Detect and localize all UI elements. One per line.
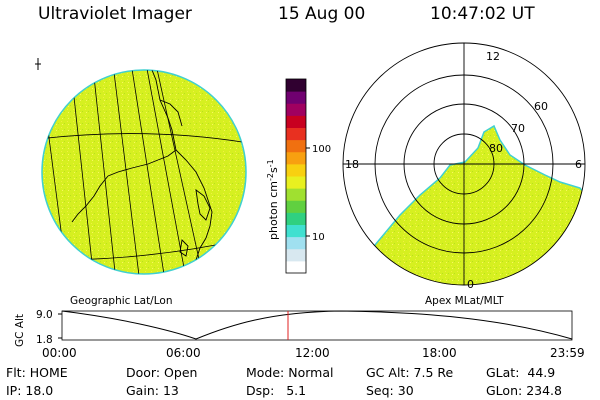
polar-lat-80: 80: [489, 142, 503, 155]
dsp-value: 5.1: [286, 383, 307, 398]
image-time: 10:47:02 UT: [430, 4, 535, 24]
polar-mlt-6: 6: [575, 158, 582, 171]
auroral-oval: [369, 124, 585, 285]
dsp-status: Dsp: 5.1: [246, 383, 306, 398]
altitude-xtick-1: 06:00: [166, 346, 201, 360]
colorbar-band: [286, 91, 306, 104]
colorbar-band: [286, 139, 306, 153]
polar-panel-label: Apex MLat/MLT: [425, 295, 504, 307]
door-value: Open: [164, 365, 198, 380]
mode-label: Mode:: [246, 365, 285, 380]
flt-label: Flt:: [6, 365, 26, 380]
colorbar-frame: [285, 78, 307, 274]
dsp-label: Dsp:: [246, 383, 275, 398]
colorbar-band: [286, 151, 306, 165]
colorbar-band: [286, 188, 306, 201]
gain-value: 13: [162, 383, 179, 398]
glon-label: GLon:: [486, 383, 523, 398]
gcalt-label: GC Alt:: [366, 365, 410, 380]
altitude-xtick-2: 12:00: [295, 346, 330, 360]
colorbar-band: [286, 224, 306, 238]
seq-value: 30: [397, 383, 414, 398]
gcalt-value: 7.5 Re: [413, 365, 454, 380]
altitude-ylabel: GC Alt: [14, 314, 26, 347]
geo-panel-label: Geographic Lat/Lon: [70, 295, 172, 307]
polar-lat-60: 60: [534, 100, 548, 113]
colorbar-band: [286, 248, 306, 262]
colorbar-band: [286, 163, 306, 177]
colorbar-band: [286, 260, 306, 274]
colorbar-band: [286, 200, 306, 213]
glat-value: 44.9: [527, 365, 556, 380]
north-marker: [35, 58, 41, 70]
altitude-plot-frame: [61, 310, 573, 341]
gain-status: Gain: 13: [126, 383, 179, 398]
geographic-image: [35, 58, 247, 275]
colorbar-unit-label: photon cm-2s-1: [266, 159, 280, 240]
colorbar-band: [286, 127, 306, 141]
glon-value: 234.8: [526, 383, 562, 398]
colorbar-band: [286, 176, 306, 189]
instrument-title: Ultraviolet Imager: [38, 4, 192, 24]
polar-mlt-0: 0: [467, 278, 474, 291]
gcalt-status: GC Alt: 7.5 Re: [366, 365, 453, 380]
seq-status: Seq: 30: [366, 383, 414, 398]
polar-image: 12 18 6 0 60 70 80: [342, 42, 586, 291]
seq-label: Seq:: [366, 383, 394, 398]
colorbar-band: [286, 79, 306, 92]
altitude-xtick-0: 00:00: [42, 346, 77, 360]
gain-label: Gain:: [126, 383, 159, 398]
glat-status: GLat: 44.9: [486, 365, 555, 380]
ip-value: 18.0: [25, 383, 54, 398]
polar-lat-70: 70: [511, 122, 525, 135]
polar-grid: [342, 42, 586, 286]
image-date: 15 Aug 00: [278, 4, 366, 24]
altitude-xtick-4: 23:59: [550, 346, 585, 360]
mode-status: Mode: Normal: [246, 365, 334, 380]
flt-value: HOME: [29, 365, 68, 380]
ip-status: IP: 18.0: [6, 383, 53, 398]
colorbar-label-10: 10: [312, 232, 325, 243]
glat-label: GLat:: [486, 365, 520, 380]
colorbar-label-100: 100: [312, 144, 331, 155]
colorbar-band: [286, 212, 306, 225]
flight-status: Flt: HOME: [6, 365, 68, 380]
colorbar-band: [286, 115, 306, 128]
polar-mlt-18: 18: [345, 158, 359, 171]
altitude-plot: 9.0 1.8 GC Alt 00:00 06:00 12:00 18:00 2…: [14, 309, 585, 360]
altitude-ytick-high: 9.0: [36, 309, 53, 321]
door-label: Door:: [126, 365, 161, 380]
glon-status: GLon: 234.8: [486, 383, 562, 398]
ip-label: IP:: [6, 383, 22, 398]
polar-mlt-12: 12: [486, 50, 500, 63]
mode-value: Normal: [288, 365, 334, 380]
altitude-xtick-3: 18:00: [422, 346, 457, 360]
altitude-curve: [61, 310, 573, 340]
geo-disk: [41, 69, 247, 275]
altitude-ytick-low: 1.8: [36, 334, 53, 346]
door-status: Door: Open: [126, 365, 197, 380]
colorbar: 100 10 photon cm-2s-1: [266, 78, 331, 274]
colorbar-band: [286, 103, 306, 116]
colorbar-band: [286, 236, 306, 250]
